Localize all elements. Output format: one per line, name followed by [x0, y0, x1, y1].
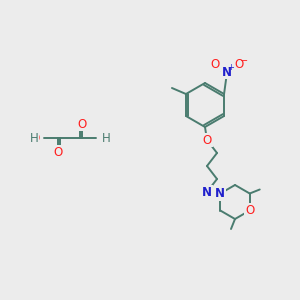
Text: O: O [245, 204, 254, 217]
Text: −: − [240, 56, 248, 66]
Text: H: H [30, 131, 38, 145]
Text: N: N [222, 65, 232, 79]
Text: O: O [234, 58, 244, 70]
Text: O: O [210, 58, 220, 70]
Text: N: N [202, 185, 212, 199]
Text: O: O [202, 134, 211, 146]
Text: O: O [31, 131, 40, 145]
Text: O: O [77, 118, 87, 130]
Text: +: + [228, 62, 235, 71]
Text: O: O [53, 146, 63, 158]
Text: N: N [215, 187, 225, 200]
Text: H: H [102, 131, 110, 145]
Text: O: O [100, 131, 109, 145]
